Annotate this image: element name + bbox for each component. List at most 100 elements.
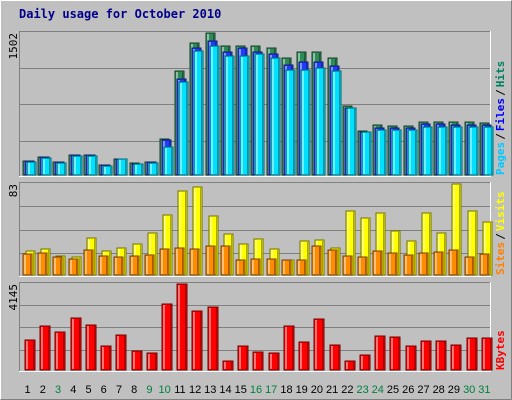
bar-kbytes-body [100, 345, 112, 371]
bar-kbytes-highlight [87, 326, 89, 369]
bar-sites [235, 259, 246, 276]
bar-visits-highlight [362, 219, 364, 274]
bar-pages-shade [49, 159, 50, 174]
bar-visits-highlight [377, 214, 379, 274]
legend-item-files: Files [494, 98, 507, 131]
bar-pages [422, 126, 433, 176]
bar-sites-body [37, 252, 48, 276]
bar-pages [41, 157, 52, 176]
bar-pages-highlight [393, 131, 395, 174]
bar-sites-body [418, 252, 429, 276]
bar-pages-body [87, 155, 98, 176]
bar-kbytes-highlight [178, 285, 180, 369]
legend-separator: / [494, 233, 507, 240]
bar-kbytes-body [54, 331, 66, 371]
bar-kbytes-highlight [452, 346, 454, 369]
bar-kbytes-body [161, 303, 173, 371]
bar-sites-shade [91, 251, 92, 274]
bar-sites-body [205, 245, 216, 276]
bar-kbytes-body [389, 336, 401, 371]
bar-kbytes-shade [459, 346, 460, 369]
bar-pages-shade [491, 128, 492, 174]
bar-sites-highlight [191, 250, 193, 274]
bar-kbytes-highlight [270, 354, 272, 369]
bar-visits-highlight [423, 214, 425, 274]
legend-separator: / [494, 133, 507, 140]
bar-pages-body [209, 45, 220, 176]
bar-kbytes-body [466, 337, 478, 371]
bar-sites-shade [395, 254, 396, 274]
bar-sites-highlight [161, 250, 163, 274]
x-tick-label: 30 [463, 384, 475, 396]
bar-kbytes [481, 337, 493, 371]
bar-pages-highlight [454, 128, 456, 174]
bar-sites [98, 255, 109, 276]
bar-visits-shade [292, 261, 293, 274]
bar-visits-highlight [347, 212, 349, 274]
bar-pages-body [285, 69, 296, 176]
bar-sites [144, 254, 155, 276]
legend-item-pages: Pages [494, 142, 507, 175]
bar-pages-body [26, 161, 37, 176]
bar-sites-shade [456, 251, 457, 274]
bar-kbytes-shade [444, 342, 445, 369]
bar-visits-shade [231, 235, 232, 274]
bar-kbytes [39, 325, 51, 371]
bar-pages-highlight [180, 83, 182, 174]
x-tick-label: 20 [311, 384, 323, 396]
x-tick-label: 13 [204, 384, 216, 396]
bar-pages [300, 69, 311, 176]
bar-sites-body [52, 256, 63, 276]
bar-pages [209, 45, 220, 176]
bar-kbytes-shade [170, 305, 171, 369]
bar-kbytes-body [329, 344, 341, 371]
bar-kbytes [313, 318, 325, 371]
bar-kbytes [237, 345, 249, 371]
bar-kbytes-shade [368, 356, 369, 369]
bar-pages [285, 69, 296, 176]
x-tick-label: 8 [131, 384, 137, 396]
bar-pages [72, 155, 83, 176]
x-tick-label: 22 [341, 384, 353, 396]
bar-kbytes [450, 344, 462, 371]
bar-pages-highlight [302, 71, 304, 174]
bar-pages-body [102, 165, 113, 176]
bar-sites-highlight [54, 258, 56, 274]
bar-pages-body [331, 70, 342, 176]
x-tick-label: 28 [433, 384, 445, 396]
bar-kbytes-highlight [376, 337, 378, 369]
bar-visits-shade [277, 250, 278, 274]
bar-visits-shade [185, 192, 186, 274]
bar-pages [331, 70, 342, 176]
bar-pages-shade [430, 128, 431, 174]
bar-sites-body [372, 250, 383, 276]
bar-sites [83, 249, 94, 276]
legend-item-sites: Sites [494, 242, 507, 275]
x-tick-label: 3 [55, 384, 61, 396]
bar-pages-body [224, 55, 235, 176]
bar-kbytes-body [374, 335, 386, 371]
bar-kbytes-shade [261, 353, 262, 369]
x-tick-label: 18 [280, 384, 292, 396]
bar-sites-highlight [329, 251, 331, 274]
bar-visits-shade [246, 245, 247, 274]
x-tick-label: 6 [101, 384, 107, 396]
bar-sites-body [83, 249, 94, 276]
bar-kbytes [70, 317, 82, 371]
bar-kbytes-shade [292, 327, 293, 369]
bar-pages-shade [110, 167, 111, 174]
bar-kbytes-body [268, 352, 280, 371]
bar-visits-shade [124, 249, 125, 274]
y-axis-max-label: 83 [7, 184, 20, 197]
bar-kbytes-body [420, 340, 432, 371]
x-tick-label: 16 [250, 384, 262, 396]
bar-kbytes-highlight [209, 308, 211, 369]
x-tick-label: 4 [70, 384, 76, 396]
bar-sites [296, 259, 307, 276]
bar-pages-highlight [58, 164, 60, 174]
bar-sites-shade [213, 247, 214, 274]
bar-sites-shade [380, 252, 381, 274]
bar-visits-shade [33, 252, 34, 274]
bar-pages-highlight [348, 109, 350, 174]
x-tick-label: 25 [387, 384, 399, 396]
